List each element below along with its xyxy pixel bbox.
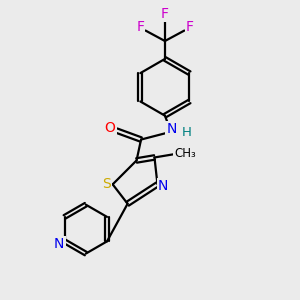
Text: N: N bbox=[158, 179, 168, 193]
Text: CH₃: CH₃ bbox=[174, 147, 196, 160]
Text: F: F bbox=[186, 20, 194, 34]
Text: N: N bbox=[54, 237, 64, 251]
Text: O: O bbox=[104, 121, 116, 135]
Text: N: N bbox=[166, 122, 177, 136]
Text: H: H bbox=[182, 127, 191, 140]
Text: F: F bbox=[136, 20, 144, 34]
Text: F: F bbox=[161, 7, 169, 20]
Text: S: S bbox=[102, 177, 110, 191]
